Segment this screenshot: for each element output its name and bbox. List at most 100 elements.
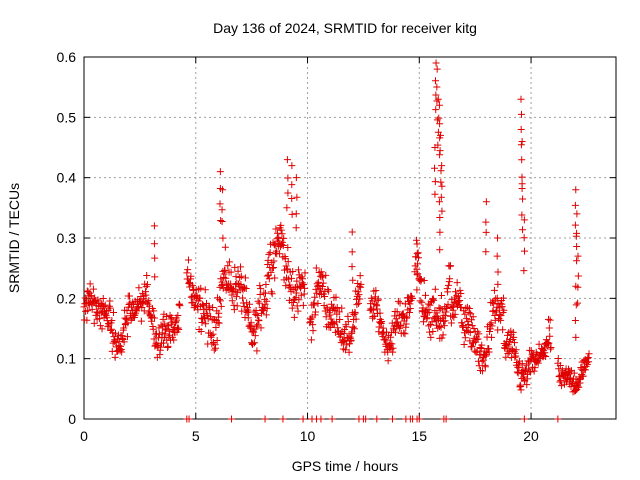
data-point xyxy=(252,322,260,330)
data-point xyxy=(240,303,248,311)
data-point xyxy=(224,262,232,270)
data-point xyxy=(279,242,287,250)
data-point xyxy=(338,304,346,312)
data-point xyxy=(151,273,159,281)
data-point xyxy=(413,271,421,279)
data-point xyxy=(293,302,301,310)
x-tick-label: 15 xyxy=(412,428,428,444)
data-point xyxy=(173,316,181,324)
data-point xyxy=(312,308,320,316)
data-point xyxy=(110,308,118,316)
y-tick-label: 0 xyxy=(68,411,76,427)
data-point xyxy=(440,317,448,325)
data-point xyxy=(478,357,486,365)
data-point xyxy=(420,277,428,285)
data-point xyxy=(531,364,539,372)
data-point xyxy=(436,246,444,254)
data-point xyxy=(372,286,380,294)
data-point xyxy=(443,304,451,312)
data-point xyxy=(468,322,476,330)
data-point xyxy=(212,324,220,332)
data-point xyxy=(519,195,527,203)
data-point xyxy=(271,241,279,249)
data-point xyxy=(150,335,158,343)
data-point xyxy=(307,336,315,344)
data-point xyxy=(546,316,554,324)
data-point xyxy=(332,293,340,301)
data-point xyxy=(115,337,123,345)
data-point xyxy=(315,281,323,289)
data-point xyxy=(84,288,92,296)
data-point xyxy=(221,243,229,251)
data-point xyxy=(442,415,450,423)
data-point xyxy=(387,333,395,341)
data-point xyxy=(170,336,178,344)
data-point xyxy=(566,367,574,375)
data-point xyxy=(482,228,490,236)
data-point xyxy=(357,280,365,288)
data-point xyxy=(463,323,471,331)
data-point xyxy=(164,342,172,350)
data-point xyxy=(347,336,355,344)
data-point xyxy=(257,324,265,332)
data-point xyxy=(495,304,503,312)
data-point xyxy=(158,329,166,337)
data-point xyxy=(574,252,582,260)
data-point xyxy=(103,307,111,315)
data-point xyxy=(198,300,206,308)
data-point xyxy=(137,317,145,325)
data-point xyxy=(517,141,525,149)
data-point xyxy=(554,354,562,362)
data-point xyxy=(217,275,225,283)
data-point xyxy=(292,174,300,182)
data-point xyxy=(488,298,496,306)
data-point xyxy=(292,210,300,218)
y-tick-label: 0.5 xyxy=(57,109,77,125)
data-point xyxy=(438,162,446,170)
data-point xyxy=(209,304,217,312)
data-point xyxy=(262,280,270,288)
data-point xyxy=(341,346,349,354)
data-point xyxy=(282,262,290,270)
data-point xyxy=(414,260,422,268)
data-point xyxy=(515,364,523,372)
data-point xyxy=(573,229,581,237)
data-point xyxy=(352,315,360,323)
data-point xyxy=(228,297,236,305)
data-point xyxy=(415,415,423,423)
data-point xyxy=(283,204,291,212)
data-point xyxy=(393,308,401,316)
data-point xyxy=(427,333,435,341)
data-point xyxy=(349,323,357,331)
data-point xyxy=(216,295,224,303)
data-point xyxy=(281,255,289,263)
data-point xyxy=(216,297,224,305)
data-point xyxy=(500,306,508,314)
data-point xyxy=(230,306,238,314)
data-point xyxy=(499,294,507,302)
data-point xyxy=(353,301,361,309)
data-point xyxy=(518,173,526,181)
data-point xyxy=(254,297,262,305)
data-point xyxy=(356,272,364,280)
data-point xyxy=(354,288,362,296)
data-point xyxy=(418,298,426,306)
data-point xyxy=(355,299,363,307)
data-point xyxy=(89,285,97,293)
data-point xyxy=(556,378,564,386)
data-point xyxy=(151,254,159,262)
data-point xyxy=(263,297,271,305)
data-point xyxy=(494,268,502,276)
data-point xyxy=(504,350,512,358)
data-point xyxy=(212,344,220,352)
data-point xyxy=(573,257,581,265)
data-point xyxy=(571,317,579,325)
data-point xyxy=(351,309,359,317)
data-point xyxy=(493,252,501,260)
data-point xyxy=(416,297,424,305)
data-point xyxy=(320,302,328,310)
data-point xyxy=(478,341,486,349)
data-point xyxy=(324,285,332,293)
data-point xyxy=(164,322,172,330)
